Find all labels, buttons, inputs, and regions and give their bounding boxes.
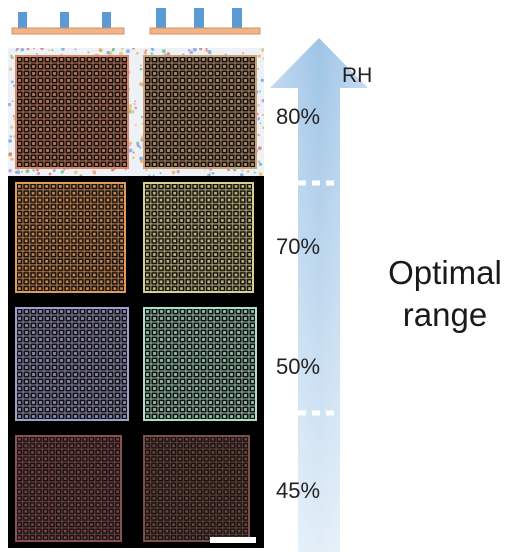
scale-bar	[210, 537, 256, 543]
range-label-line-2: range	[402, 296, 488, 333]
schematic-right	[149, 8, 261, 35]
humidity-label-45: 45%	[276, 478, 321, 503]
arrow-label: RH	[342, 64, 373, 87]
humidity-label-80: 80%	[276, 104, 321, 129]
micrograph-strip	[8, 48, 264, 548]
humidity-label-70: 70%	[276, 234, 321, 259]
micrograph-panel-50	[8, 299, 264, 429]
pillar-schematic	[11, 8, 261, 35]
humidity-label-50: 50%	[276, 354, 321, 379]
optimal-range-label: Optimal range	[380, 252, 510, 336]
micrograph-panel-45	[8, 429, 264, 548]
schematic-left	[11, 12, 125, 35]
humidity-arrow	[270, 38, 368, 552]
range-label-line-1: Optimal	[388, 254, 502, 291]
micrograph-panel-70	[8, 176, 264, 299]
micrograph-panel-80	[8, 48, 264, 176]
